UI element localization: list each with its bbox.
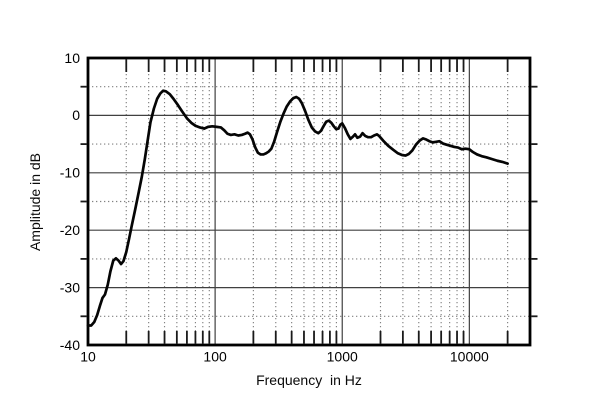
y-tick-label: -20 (60, 222, 80, 238)
response-curve (86, 89, 509, 327)
y-tick-label: -30 (60, 279, 80, 295)
y-tick-label: -40 (60, 337, 80, 353)
plot-border (86, 56, 532, 347)
x-tick-label: 100 (203, 349, 227, 365)
y-axis-title: Amplitude in dB (27, 152, 43, 252)
x-tick-label: 10 (80, 349, 96, 365)
x-tick-label: 10000 (450, 349, 489, 365)
y-tick-label: -10 (60, 165, 80, 181)
x-tick-label: 1000 (327, 349, 358, 365)
y-tick-label: 0 (72, 107, 80, 123)
x-axis-title: Frequency in Hz (256, 372, 362, 388)
y-tick-label: 10 (64, 50, 80, 66)
